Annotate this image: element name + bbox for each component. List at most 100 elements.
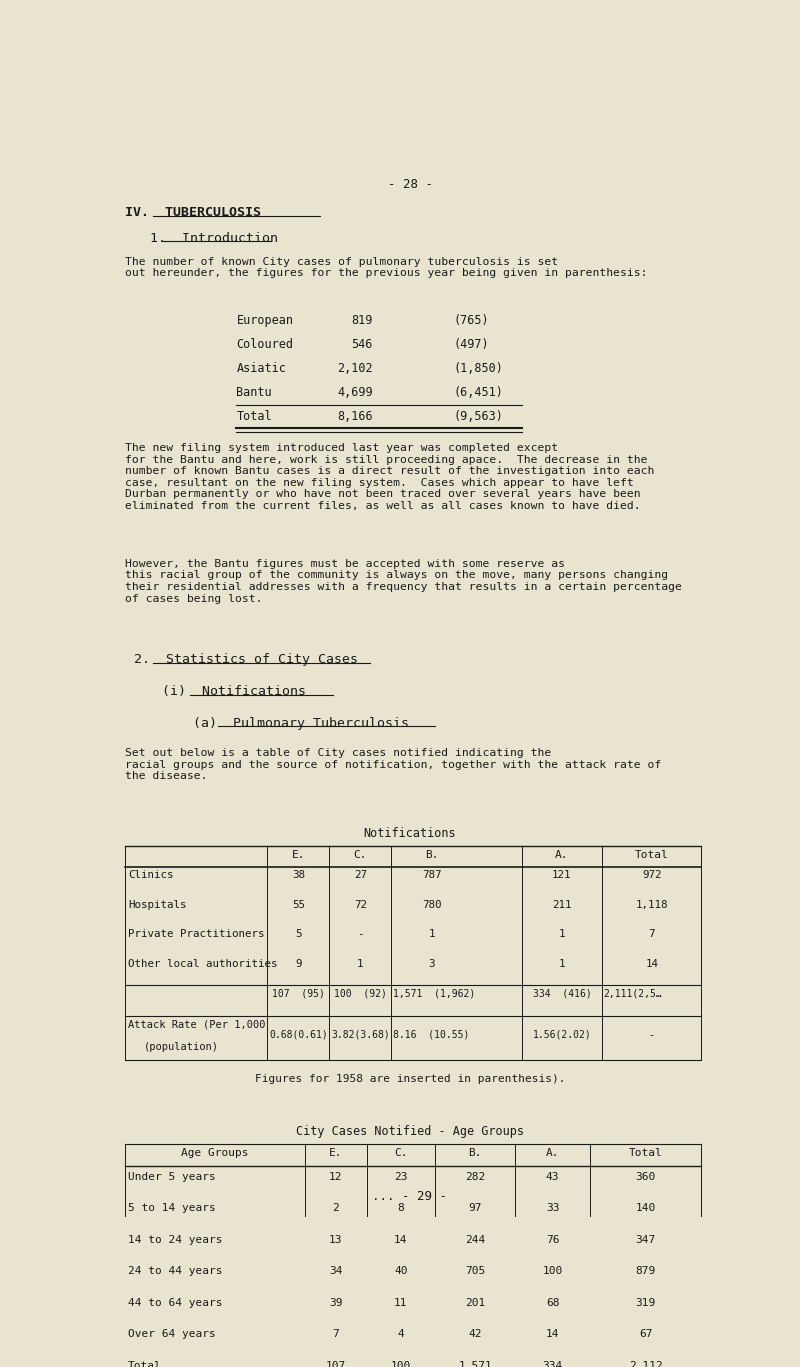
- Text: 97: 97: [468, 1203, 482, 1213]
- Text: E.: E.: [329, 1148, 342, 1158]
- Text: 1: 1: [558, 958, 565, 969]
- Text: (6,451): (6,451): [454, 385, 503, 399]
- Text: C.: C.: [394, 1148, 407, 1158]
- Text: 5 to 14 years: 5 to 14 years: [128, 1203, 216, 1213]
- Text: 7: 7: [649, 930, 655, 939]
- Text: 68: 68: [546, 1297, 559, 1308]
- Text: Asiatic: Asiatic: [237, 362, 286, 375]
- Text: Total: Total: [128, 1362, 162, 1367]
- Text: 705: 705: [465, 1266, 486, 1277]
- Text: 23: 23: [394, 1172, 407, 1181]
- Text: 121: 121: [552, 871, 572, 880]
- Text: 14: 14: [546, 1330, 559, 1340]
- Text: 972: 972: [642, 871, 662, 880]
- Text: 100: 100: [390, 1362, 411, 1367]
- Text: (497): (497): [454, 338, 489, 351]
- Text: Set out below is a table of City cases notified indicating the
racial groups and: Set out below is a table of City cases n…: [125, 748, 661, 782]
- Text: 5: 5: [295, 930, 302, 939]
- Text: 1: 1: [558, 930, 565, 939]
- Text: B.: B.: [468, 1148, 482, 1158]
- Text: 40: 40: [394, 1266, 407, 1277]
- Text: 14: 14: [646, 958, 658, 969]
- Text: 1,571  (1,962): 1,571 (1,962): [393, 988, 475, 998]
- Text: Total: Total: [635, 850, 669, 860]
- Text: 67: 67: [639, 1330, 652, 1340]
- Text: 27: 27: [354, 871, 367, 880]
- Text: 14 to 24 years: 14 to 24 years: [128, 1234, 222, 1245]
- Text: 34: 34: [329, 1266, 342, 1277]
- Text: Figures for 1958 are inserted in parenthesis).: Figures for 1958 are inserted in parenth…: [254, 1074, 566, 1084]
- Text: 879: 879: [635, 1266, 656, 1277]
- Text: 244: 244: [465, 1234, 486, 1245]
- Text: - 28 -: - 28 -: [387, 178, 433, 191]
- Text: 55: 55: [292, 899, 305, 910]
- Text: 43: 43: [546, 1172, 559, 1181]
- Text: 107: 107: [326, 1362, 346, 1367]
- Text: 100  (92): 100 (92): [334, 988, 387, 998]
- Text: Under 5 years: Under 5 years: [128, 1172, 216, 1181]
- Text: (765): (765): [454, 313, 489, 327]
- Text: Other local authorities: Other local authorities: [128, 958, 278, 969]
- Text: 2.  Statistics of City Cases: 2. Statistics of City Cases: [134, 653, 358, 667]
- Text: A.: A.: [555, 850, 569, 860]
- Text: 2,102: 2,102: [337, 362, 373, 375]
- Text: Notifications: Notifications: [364, 827, 456, 841]
- Text: Clinics: Clinics: [128, 871, 174, 880]
- Text: Attack Rate (Per 1,000: Attack Rate (Per 1,000: [128, 1020, 266, 1029]
- Text: (1,850): (1,850): [454, 362, 503, 375]
- Text: Coloured: Coloured: [237, 338, 294, 351]
- Text: 24 to 44 years: 24 to 44 years: [128, 1266, 222, 1277]
- Text: (population): (population): [143, 1043, 218, 1053]
- Text: 787: 787: [422, 871, 442, 880]
- Text: (a)  Pulmonary Tuberculosis: (a) Pulmonary Tuberculosis: [193, 716, 409, 730]
- Text: 0.68(0.61): 0.68(0.61): [269, 1029, 328, 1040]
- Text: 819: 819: [351, 313, 373, 327]
- Text: 12: 12: [329, 1172, 342, 1181]
- Text: City Cases Notified - Age Groups: City Cases Notified - Age Groups: [296, 1125, 524, 1137]
- Text: Private Practitioners: Private Practitioners: [128, 930, 264, 939]
- Text: 347: 347: [635, 1234, 656, 1245]
- Text: 360: 360: [635, 1172, 656, 1181]
- Text: 39: 39: [329, 1297, 342, 1308]
- Text: European: European: [237, 313, 294, 327]
- Text: 211: 211: [552, 899, 572, 910]
- Text: 11: 11: [394, 1297, 407, 1308]
- Text: 107  (95): 107 (95): [272, 988, 325, 998]
- Text: C.: C.: [354, 850, 367, 860]
- Text: 76: 76: [546, 1234, 559, 1245]
- Text: 1,571: 1,571: [458, 1362, 492, 1367]
- Text: 2: 2: [332, 1203, 339, 1213]
- Text: 1: 1: [429, 930, 435, 939]
- Text: E.: E.: [292, 850, 305, 860]
- Text: Total: Total: [629, 1148, 662, 1158]
- Text: (i)  Notifications: (i) Notifications: [162, 685, 306, 699]
- Text: 42: 42: [468, 1330, 482, 1340]
- Text: 201: 201: [465, 1297, 486, 1308]
- Text: 14: 14: [394, 1234, 407, 1245]
- Text: 2,112: 2,112: [629, 1362, 662, 1367]
- Text: Over 64 years: Over 64 years: [128, 1330, 216, 1340]
- Text: (9,563): (9,563): [454, 410, 503, 424]
- Text: 8: 8: [398, 1203, 404, 1213]
- Text: 13: 13: [329, 1234, 342, 1245]
- Text: 8.16  (10.55): 8.16 (10.55): [393, 1029, 469, 1040]
- Text: Bantu: Bantu: [237, 385, 272, 399]
- Text: 1: 1: [357, 958, 364, 969]
- Text: 8,166: 8,166: [337, 410, 373, 424]
- Text: A.: A.: [546, 1148, 559, 1158]
- Text: 44 to 64 years: 44 to 64 years: [128, 1297, 222, 1308]
- Text: The number of known City cases of pulmonary tuberculosis is set
out hereunder, t: The number of known City cases of pulmon…: [125, 257, 647, 279]
- Text: Age Groups: Age Groups: [181, 1148, 249, 1158]
- Text: 1.56(2.02): 1.56(2.02): [533, 1029, 591, 1040]
- Text: 546: 546: [351, 338, 373, 351]
- Text: Total: Total: [237, 410, 272, 424]
- Text: IV.  TUBERCULOSIS: IV. TUBERCULOSIS: [125, 206, 261, 219]
- Text: 100: 100: [542, 1266, 562, 1277]
- Text: 1.  Introduction: 1. Introduction: [150, 232, 278, 246]
- Text: 282: 282: [465, 1172, 486, 1181]
- Text: 780: 780: [422, 899, 442, 910]
- Text: B.: B.: [425, 850, 438, 860]
- Text: 3.82(3.68): 3.82(3.68): [331, 1029, 390, 1040]
- Text: However, the Bantu figures must be accepted with some reserve as
this racial gro: However, the Bantu figures must be accep…: [125, 559, 682, 604]
- Text: 140: 140: [635, 1203, 656, 1213]
